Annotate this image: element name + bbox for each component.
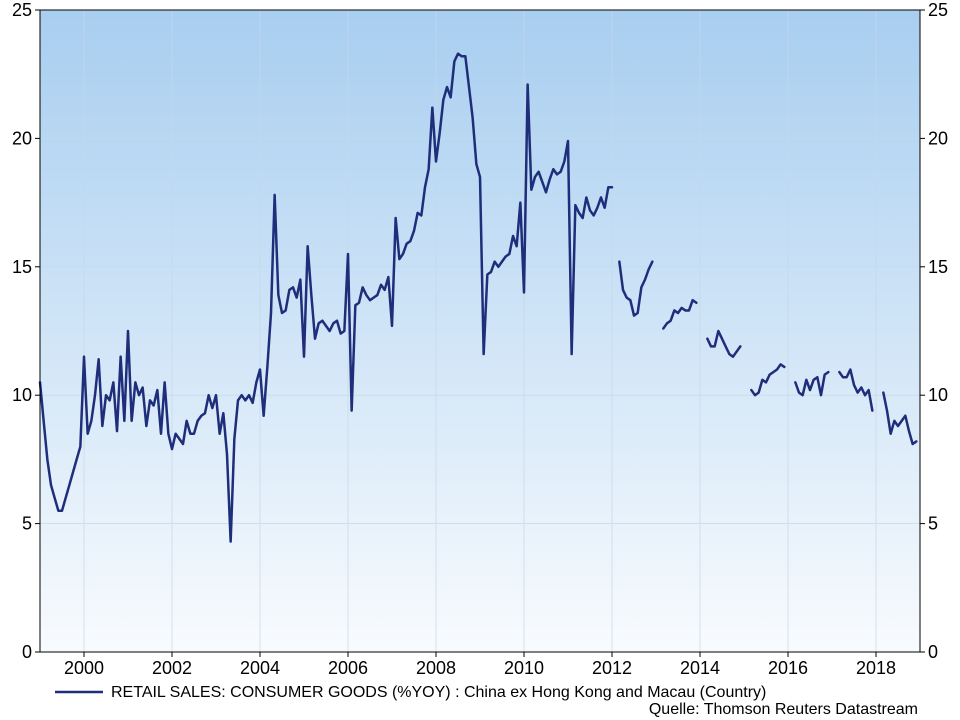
y-tick-label-left: 0 [22, 642, 32, 662]
y-tick-label-right: 15 [928, 257, 948, 277]
source-label: Quelle: Thomson Reuters Datastream [649, 701, 918, 718]
x-tick-label: 2012 [592, 658, 632, 678]
x-tick-label: 2008 [416, 658, 456, 678]
y-tick-label-left: 20 [12, 128, 32, 148]
legend-label: RETAIL SALES: CONSUMER GOODS (%YOY) : Ch… [111, 684, 766, 701]
chart-svg: 0510152025 0510152025 200020022004200620… [0, 0, 960, 720]
y-tick-label-right: 25 [928, 0, 948, 20]
legend: RETAIL SALES: CONSUMER GOODS (%YOY) : Ch… [55, 684, 766, 701]
y-tick-label-left: 10 [12, 385, 32, 405]
x-tick-label: 2004 [240, 658, 280, 678]
x-tick-label: 2010 [504, 658, 544, 678]
x-tick-label: 2000 [64, 658, 104, 678]
x-tick-label: 2006 [328, 658, 368, 678]
y-axis-labels-right: 0 5 10 15 20 25 [928, 0, 948, 662]
y-tick-label-left: 5 [22, 514, 32, 534]
x-axis-labels: 2000 2002 2004 2006 2008 2010 2012 2014 2016 2018 [64, 658, 896, 678]
x-tick-label: 2002 [152, 658, 192, 678]
y-tick-label-right: 0 [928, 642, 938, 662]
y-tick-label-right: 5 [928, 514, 938, 534]
y-tick-label-right: 10 [928, 385, 948, 405]
x-tick-label: 2018 [856, 658, 896, 678]
chart-container: 0510152025 0510152025 200020022004200620… [0, 0, 960, 720]
x-tick-label: 2016 [768, 658, 808, 678]
y-tick-label-right: 20 [928, 128, 948, 148]
y-tick-label-left: 25 [12, 0, 32, 20]
y-tick-label-left: 15 [12, 257, 32, 277]
y-axis-labels-left: 0 5 10 15 20 25 [12, 0, 32, 662]
x-tick-label: 2014 [680, 658, 720, 678]
